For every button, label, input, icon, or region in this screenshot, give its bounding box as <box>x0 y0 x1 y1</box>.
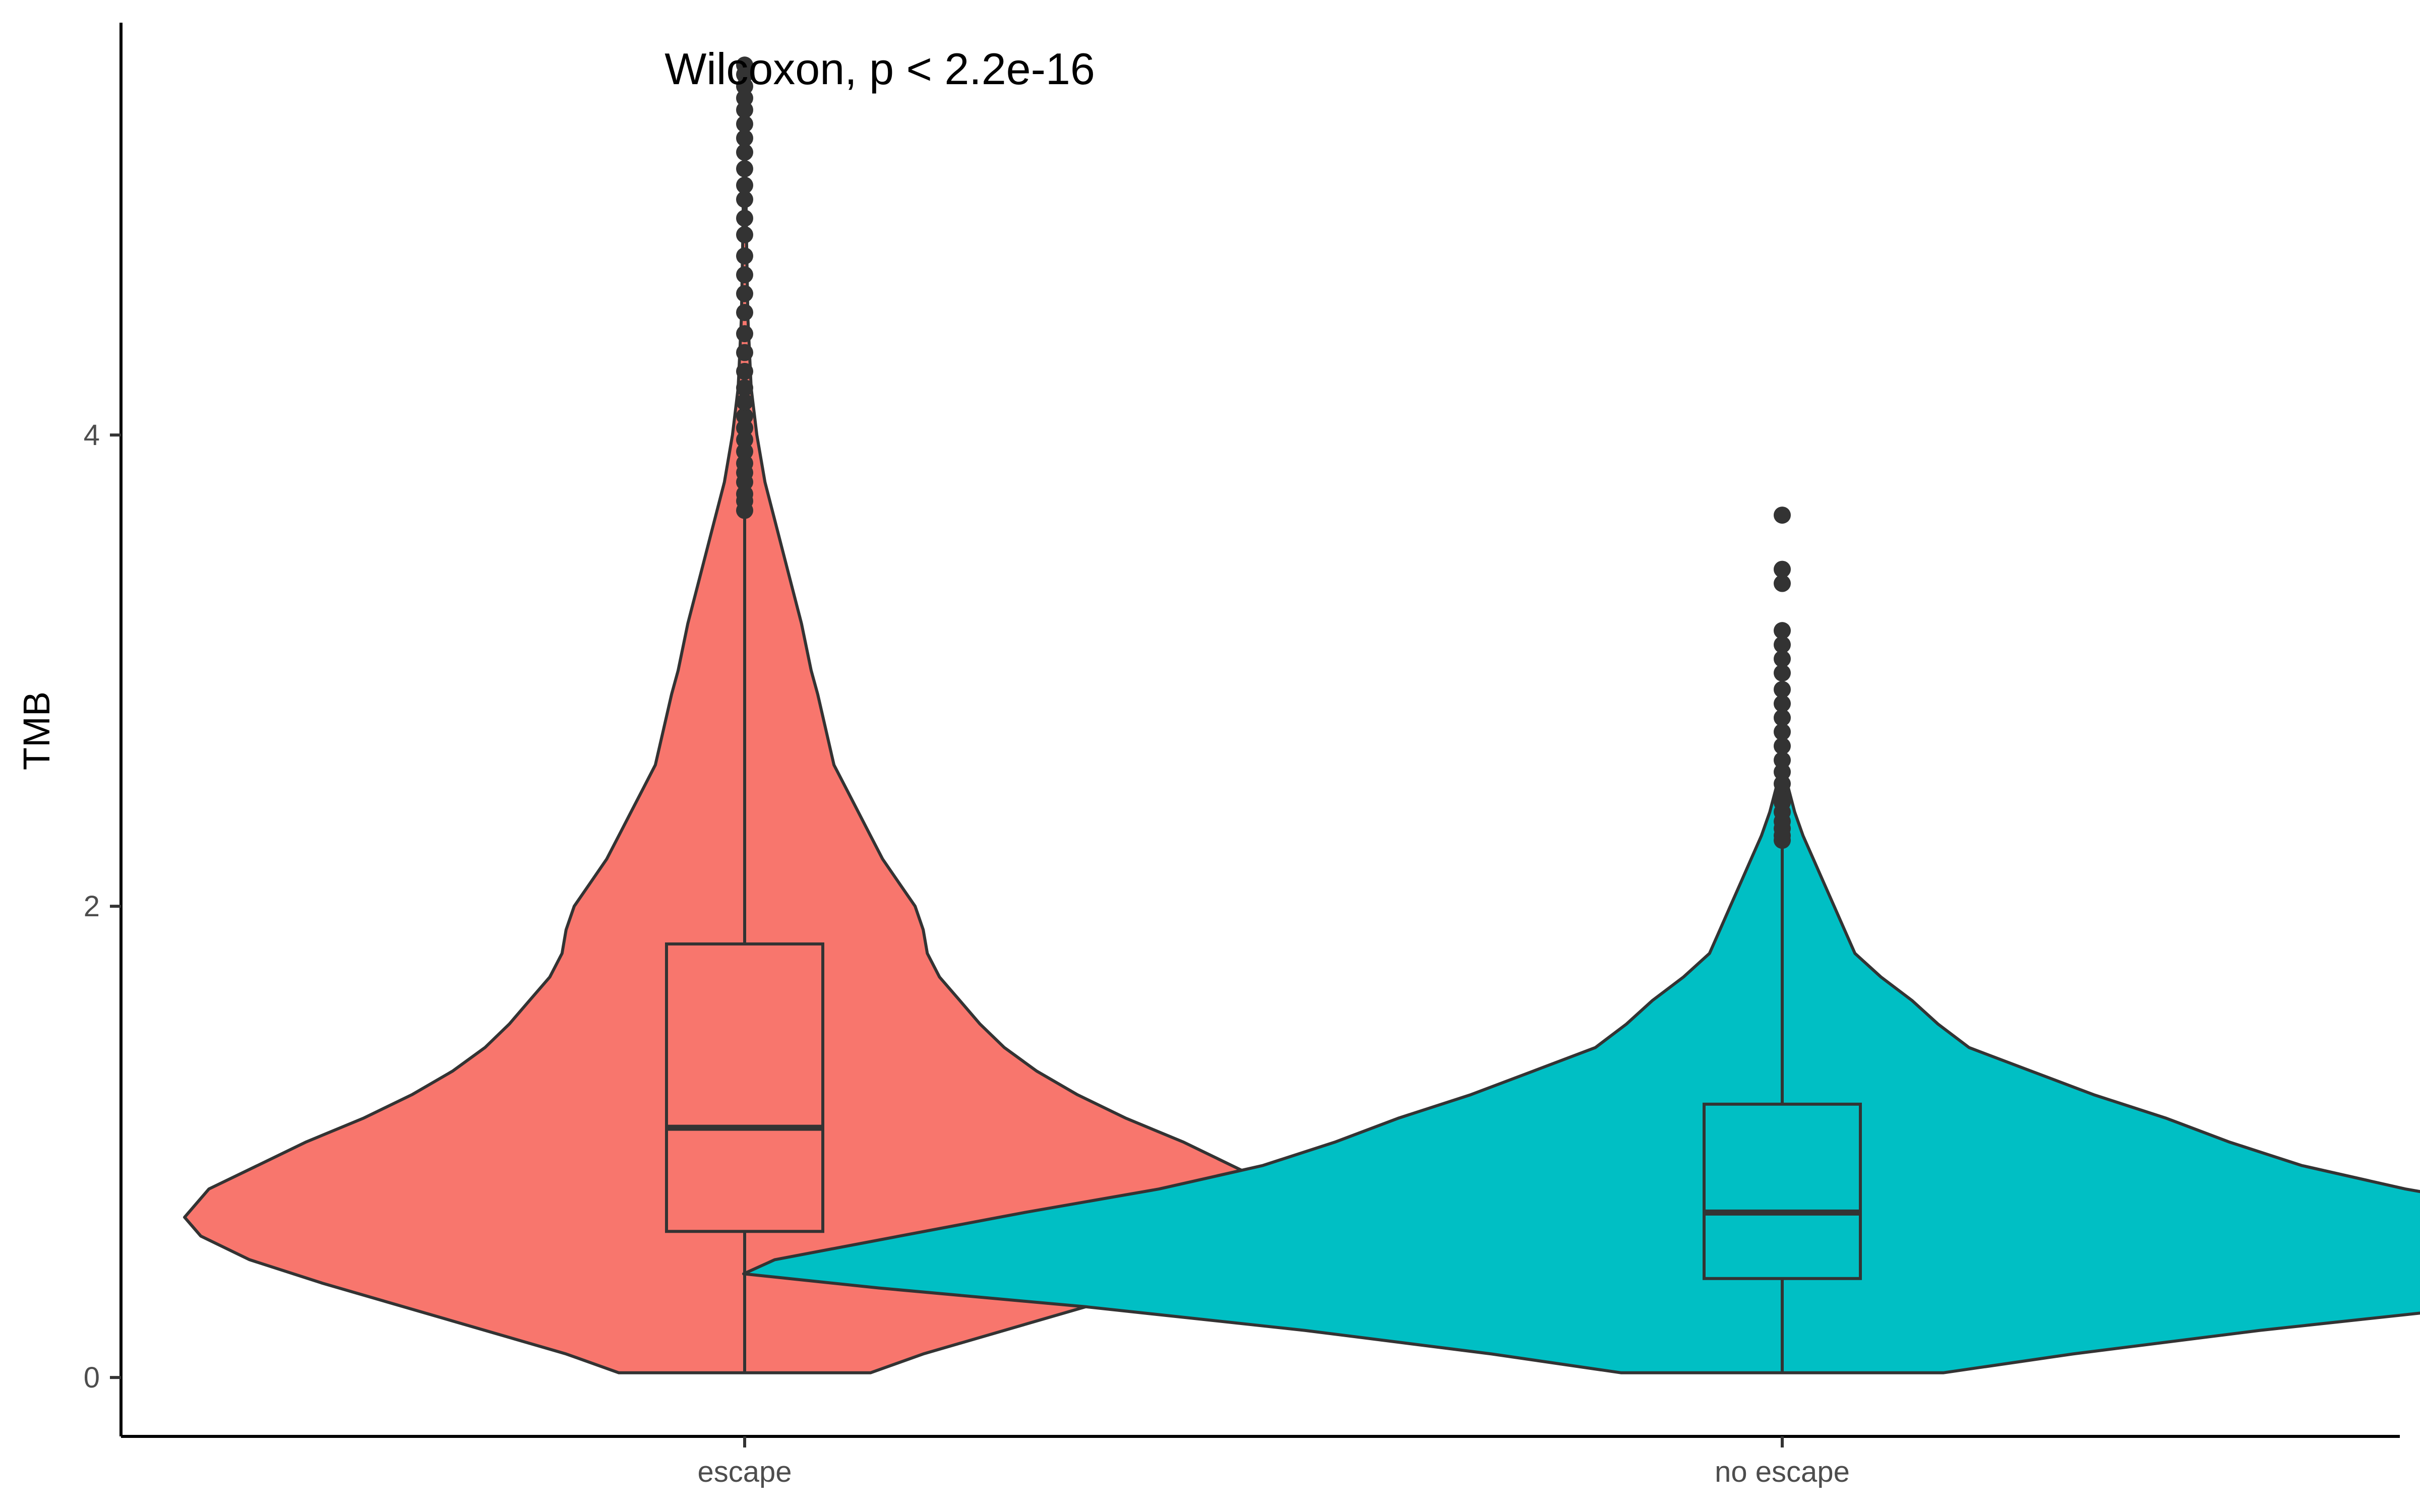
outlier-point <box>736 144 753 161</box>
outlier-point <box>736 191 753 208</box>
outlier-point <box>736 78 753 95</box>
outlier-point <box>1774 560 1791 578</box>
outlier-point <box>736 130 753 147</box>
outlier-layer <box>736 56 1791 849</box>
outlier-point <box>736 266 753 284</box>
violin-layer <box>183 64 2420 1374</box>
outlier-point <box>1774 681 1791 699</box>
outlier-point <box>736 393 753 411</box>
y-tick-label: 2 <box>84 890 100 923</box>
outlier-point <box>736 344 753 361</box>
y-tick-label: 0 <box>84 1361 100 1394</box>
y-axis-title: TMB <box>16 691 57 770</box>
outlier-point <box>1774 636 1791 654</box>
outlier-point <box>1774 664 1791 682</box>
outlier-point <box>1774 723 1791 741</box>
outlier-point <box>736 56 753 74</box>
outlier-point <box>736 176 753 194</box>
outlier-point <box>1774 751 1791 769</box>
outlier-point <box>736 325 753 343</box>
x-axis-ticks: escape no escape <box>697 1436 1850 1488</box>
outlier-point <box>736 379 753 397</box>
outlier-point <box>736 115 753 133</box>
outlier-point <box>736 285 753 302</box>
outlier-point <box>1774 507 1791 524</box>
outlier-point <box>736 455 753 472</box>
outlier-point <box>736 226 753 243</box>
outlier-point <box>1774 575 1791 592</box>
outlier-point <box>1774 737 1791 755</box>
x-tick-label: escape <box>697 1456 792 1488</box>
outlier-point <box>736 247 753 265</box>
outlier-point <box>736 210 753 227</box>
boxplot-layer <box>665 513 1862 1373</box>
outlier-point <box>1774 622 1791 640</box>
outlier-point <box>736 485 753 502</box>
outlier-point <box>736 419 753 437</box>
outlier-point <box>736 443 753 460</box>
outlier-point <box>736 407 753 425</box>
x-tick-label: no escape <box>1715 1456 1850 1488</box>
outlier-point <box>736 362 753 380</box>
outlier-point <box>736 89 753 107</box>
outlier-point <box>736 101 753 118</box>
outlier-point <box>1774 650 1791 668</box>
y-axis-ticks: 0 2 4 <box>84 419 121 1394</box>
outlier-point <box>1774 695 1791 713</box>
y-tick-label: 4 <box>84 419 100 452</box>
outlier-point <box>1774 709 1791 727</box>
box-no-escape <box>1703 1102 1862 1280</box>
outlier-point <box>736 431 753 449</box>
outlier-point <box>1774 775 1791 793</box>
outlier-point <box>736 160 753 177</box>
box-escape <box>665 942 824 1233</box>
outlier-point <box>736 304 753 322</box>
outlier-point <box>1774 763 1791 781</box>
wilcoxon-annotation: Wilcoxon, p < 2.2e-16 <box>664 44 1095 94</box>
